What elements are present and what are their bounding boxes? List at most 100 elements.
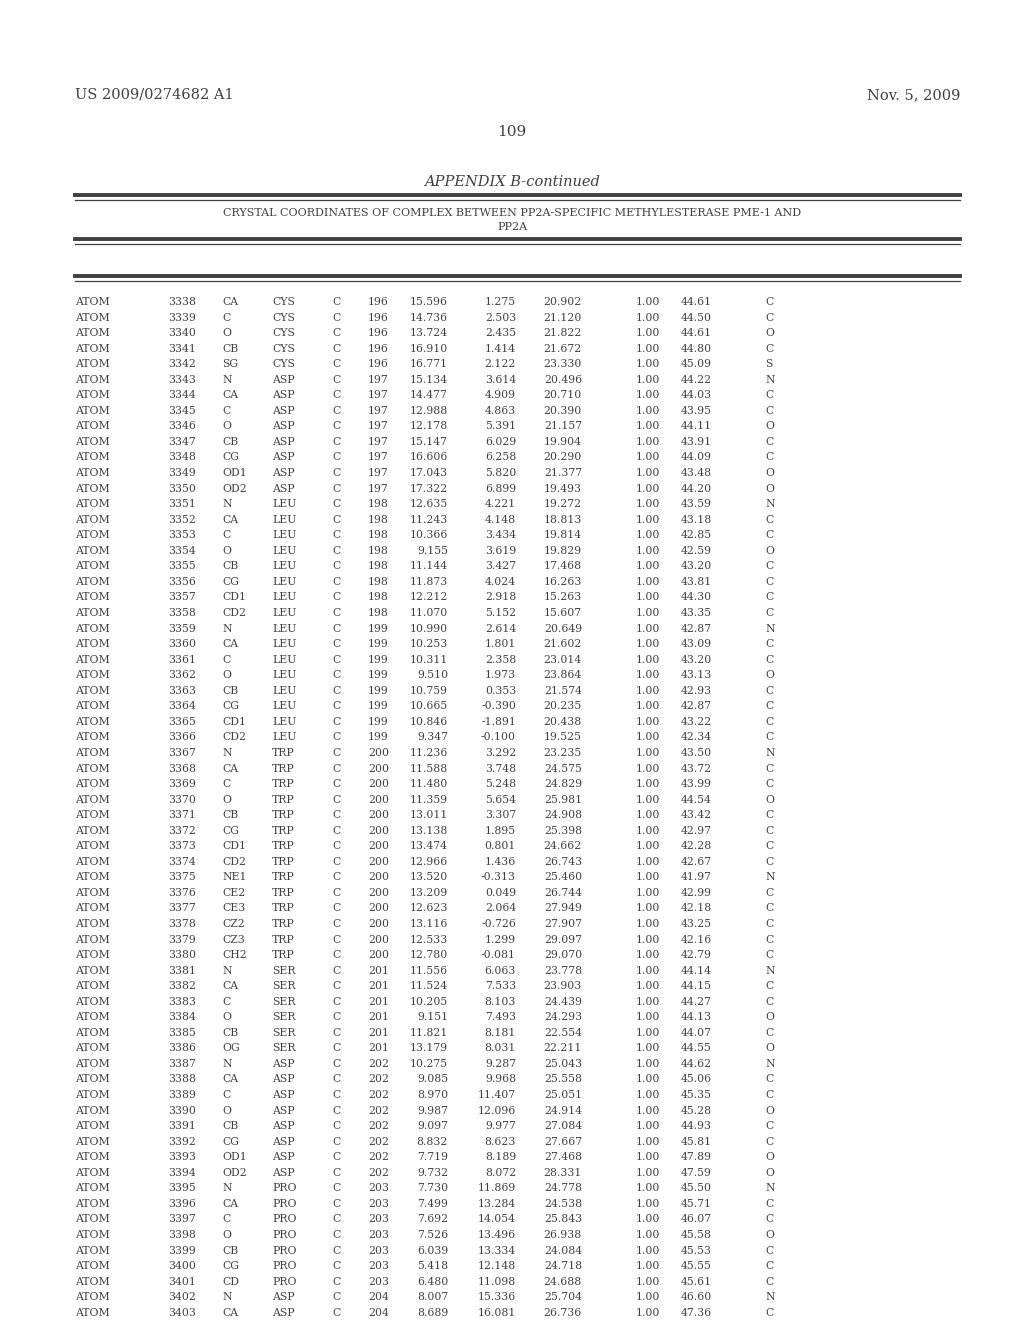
Text: 1.00: 1.00 xyxy=(636,1168,660,1177)
Text: 43.81: 43.81 xyxy=(681,577,712,587)
Text: 3359: 3359 xyxy=(168,623,196,634)
Text: 47.59: 47.59 xyxy=(681,1168,712,1177)
Text: C: C xyxy=(332,609,340,618)
Text: C: C xyxy=(765,686,773,696)
Text: 1.00: 1.00 xyxy=(636,671,660,680)
Text: 3366: 3366 xyxy=(168,733,196,742)
Text: ATOM: ATOM xyxy=(75,1106,110,1115)
Text: 199: 199 xyxy=(368,686,389,696)
Text: 18.813: 18.813 xyxy=(544,515,582,525)
Text: ASP: ASP xyxy=(272,1152,295,1162)
Text: ATOM: ATOM xyxy=(75,981,110,991)
Text: 3376: 3376 xyxy=(168,888,196,898)
Text: 1.00: 1.00 xyxy=(636,655,660,665)
Text: 200: 200 xyxy=(368,888,389,898)
Text: C: C xyxy=(332,1261,340,1271)
Text: 11.821: 11.821 xyxy=(410,1028,449,1038)
Text: 3348: 3348 xyxy=(168,453,196,462)
Text: C: C xyxy=(332,686,340,696)
Text: ATOM: ATOM xyxy=(75,717,110,727)
Text: LEU: LEU xyxy=(272,623,296,634)
Text: 1.00: 1.00 xyxy=(636,826,660,836)
Text: 3403: 3403 xyxy=(168,1308,196,1317)
Text: 19.525: 19.525 xyxy=(544,733,582,742)
Text: 3369: 3369 xyxy=(168,779,196,789)
Text: 3360: 3360 xyxy=(168,639,196,649)
Text: SER: SER xyxy=(272,981,296,991)
Text: 24.662: 24.662 xyxy=(544,841,582,851)
Text: CG: CG xyxy=(222,453,239,462)
Text: ATOM: ATOM xyxy=(75,950,110,960)
Text: ATOM: ATOM xyxy=(75,515,110,525)
Text: 6.029: 6.029 xyxy=(484,437,516,447)
Text: 198: 198 xyxy=(368,593,389,602)
Text: 15.263: 15.263 xyxy=(544,593,582,602)
Text: 20.649: 20.649 xyxy=(544,623,582,634)
Text: 2.358: 2.358 xyxy=(484,655,516,665)
Text: 1.00: 1.00 xyxy=(636,795,660,805)
Text: TRP: TRP xyxy=(272,779,295,789)
Text: 10.990: 10.990 xyxy=(410,623,449,634)
Text: 13.520: 13.520 xyxy=(410,873,449,882)
Text: 4.148: 4.148 xyxy=(485,515,516,525)
Text: 3362: 3362 xyxy=(168,671,196,680)
Text: PRO: PRO xyxy=(272,1183,297,1193)
Text: 2.918: 2.918 xyxy=(484,593,516,602)
Text: C: C xyxy=(332,623,340,634)
Text: 8.832: 8.832 xyxy=(417,1137,449,1147)
Text: C: C xyxy=(332,671,340,680)
Text: C: C xyxy=(332,1199,340,1209)
Text: ASP: ASP xyxy=(272,1090,295,1100)
Text: O: O xyxy=(222,545,231,556)
Text: ATOM: ATOM xyxy=(75,343,110,354)
Text: 3374: 3374 xyxy=(168,857,196,867)
Text: 1.00: 1.00 xyxy=(636,639,660,649)
Text: ATOM: ATOM xyxy=(75,1246,110,1255)
Text: CG: CG xyxy=(222,701,239,711)
Text: 3388: 3388 xyxy=(168,1074,196,1085)
Text: C: C xyxy=(765,717,773,727)
Text: 44.62: 44.62 xyxy=(681,1059,712,1069)
Text: 47.36: 47.36 xyxy=(681,1308,712,1317)
Text: 41.97: 41.97 xyxy=(681,873,712,882)
Text: 202: 202 xyxy=(368,1137,389,1147)
Text: 13.011: 13.011 xyxy=(410,810,449,820)
Text: LEU: LEU xyxy=(272,531,296,540)
Text: 13.116: 13.116 xyxy=(410,919,449,929)
Text: 3.434: 3.434 xyxy=(485,531,516,540)
Text: CZ3: CZ3 xyxy=(222,935,245,945)
Text: 3367: 3367 xyxy=(168,748,196,758)
Text: 1.00: 1.00 xyxy=(636,343,660,354)
Text: ATOM: ATOM xyxy=(75,561,110,572)
Text: 42.59: 42.59 xyxy=(681,545,712,556)
Text: ATOM: ATOM xyxy=(75,1059,110,1069)
Text: C: C xyxy=(765,919,773,929)
Text: O: O xyxy=(222,329,231,338)
Text: 199: 199 xyxy=(368,733,389,742)
Text: 19.814: 19.814 xyxy=(544,531,582,540)
Text: O: O xyxy=(765,1012,774,1022)
Text: ASP: ASP xyxy=(272,1074,295,1085)
Text: 3385: 3385 xyxy=(168,1028,196,1038)
Text: C: C xyxy=(332,857,340,867)
Text: 11.869: 11.869 xyxy=(478,1183,516,1193)
Text: C: C xyxy=(332,593,340,602)
Text: 43.91: 43.91 xyxy=(681,437,712,447)
Text: C: C xyxy=(765,1074,773,1085)
Text: ATOM: ATOM xyxy=(75,1168,110,1177)
Text: 21.574: 21.574 xyxy=(544,686,582,696)
Text: 17.043: 17.043 xyxy=(410,469,449,478)
Text: 20.290: 20.290 xyxy=(544,453,582,462)
Text: 1.00: 1.00 xyxy=(636,841,660,851)
Text: 3343: 3343 xyxy=(168,375,196,384)
Text: 20.390: 20.390 xyxy=(544,405,582,416)
Text: ASP: ASP xyxy=(272,421,295,432)
Text: 1.00: 1.00 xyxy=(636,1043,660,1053)
Text: C: C xyxy=(332,343,340,354)
Text: SER: SER xyxy=(272,1028,296,1038)
Text: LEU: LEU xyxy=(272,733,296,742)
Text: 27.949: 27.949 xyxy=(544,903,582,913)
Text: C: C xyxy=(332,717,340,727)
Text: 3353: 3353 xyxy=(168,531,196,540)
Text: 44.09: 44.09 xyxy=(681,453,712,462)
